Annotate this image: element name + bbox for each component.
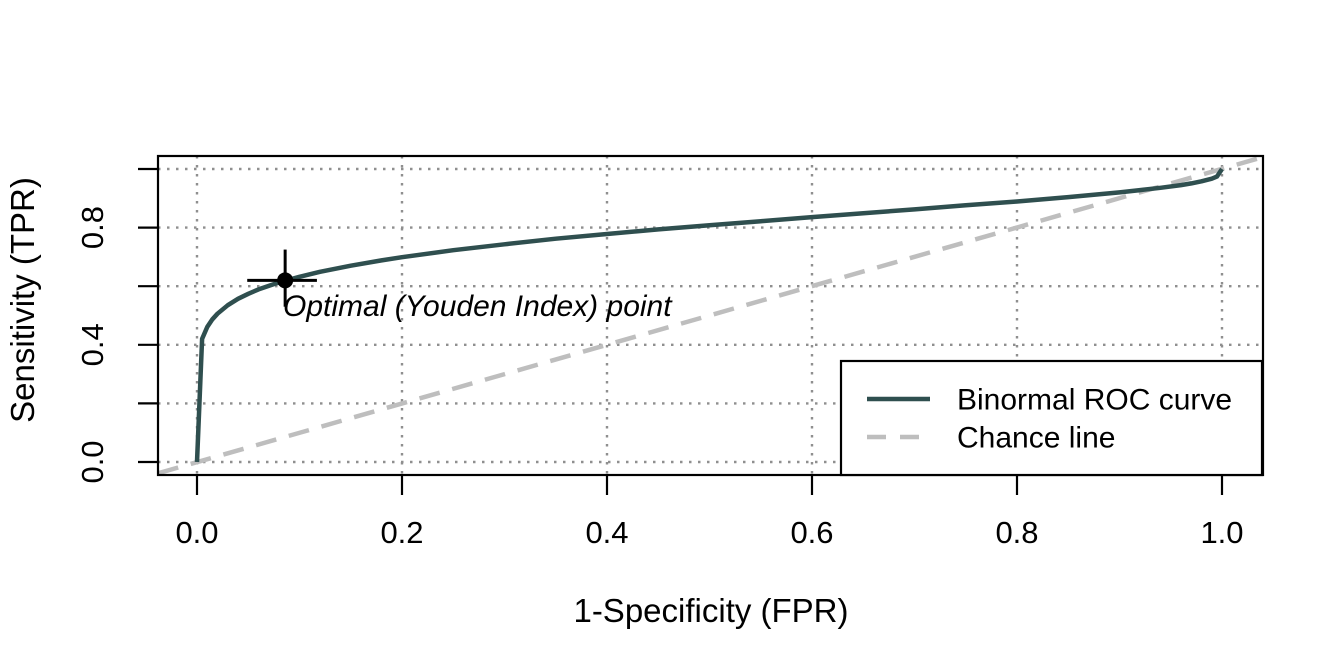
- legend-box: [839, 359, 1264, 477]
- optimal-point-label: Optimal (Youden Index) point: [283, 290, 673, 323]
- x-axis: 0.0 0.2 0.4 0.6 0.8 1.0: [175, 475, 1244, 550]
- x-tick-label: 0.4: [585, 515, 628, 550]
- x-tick-label: 1.0: [1200, 515, 1243, 550]
- legend-entry-label: Chance line: [957, 422, 1115, 455]
- chance-line-path: [157, 154, 1264, 476]
- x-tick-label: 0.6: [790, 515, 833, 550]
- x-tick-label: 0.0: [175, 515, 218, 550]
- y-axis-title: Sensitivity (TPR): [4, 177, 41, 423]
- legend-entry-label: Binormal ROC curve: [957, 384, 1232, 417]
- x-axis-title: 1-Specificity (FPR): [573, 592, 848, 629]
- y-tick-label: 0.4: [75, 323, 110, 366]
- legend: Binormal ROC curve Chance line: [839, 359, 1264, 477]
- chance-line: [157, 154, 1264, 476]
- optimal-point-dot: [277, 272, 294, 289]
- y-tick-label: 0.8: [75, 206, 110, 249]
- roc-curve-path: [194, 167, 1224, 463]
- y-tick-label: 0.0: [75, 440, 110, 483]
- roc-curve: [194, 167, 1224, 463]
- optimal-point-marker: [247, 249, 317, 307]
- y-axis: 0.0 0.4 0.8: [75, 167, 158, 484]
- plot-border: [156, 154, 1265, 477]
- x-tick-label: 0.2: [380, 515, 423, 550]
- x-tick-label: 0.8: [995, 515, 1038, 550]
